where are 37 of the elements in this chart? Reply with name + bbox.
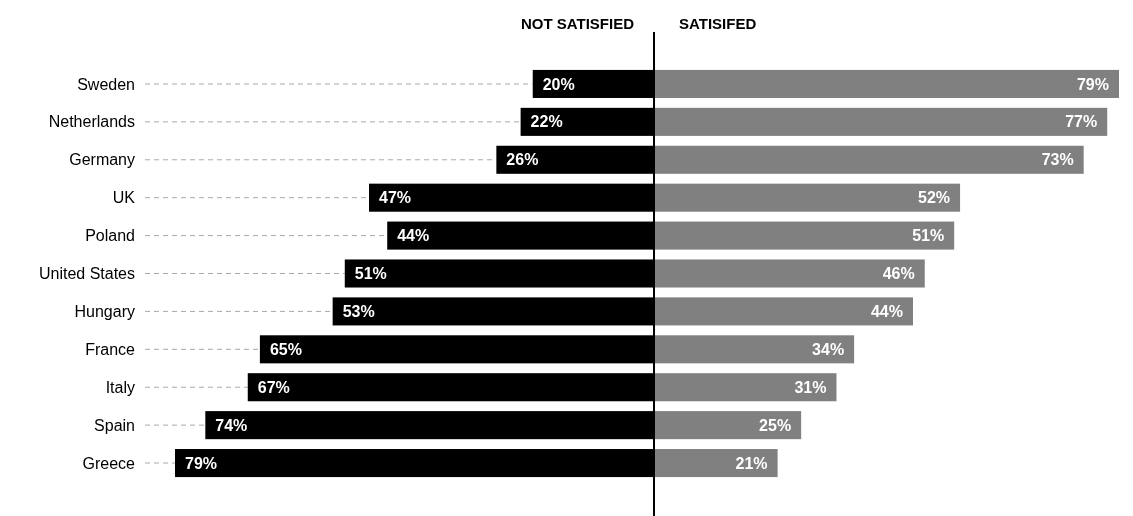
data-label: 67% — [257, 378, 290, 396]
data-label: 44% — [870, 303, 903, 321]
y-tick-label: UK — [112, 189, 136, 207]
data-label: 79% — [1076, 75, 1109, 93]
y-tick-label: Poland — [85, 227, 135, 245]
y-tick-label: France — [85, 340, 136, 358]
data-label: 65% — [269, 340, 302, 358]
chart-title: NOT SATISFIED — [520, 15, 635, 33]
data-label: 73% — [1041, 151, 1074, 169]
data-label: 44% — [397, 227, 430, 245]
chart-title: SATISIFED — [679, 15, 757, 33]
y-tick-label: Germany — [69, 151, 135, 169]
y-tick-label: Spain — [94, 416, 135, 434]
data-label: 20% — [542, 75, 575, 93]
y-tick-label: Netherlands — [48, 113, 135, 131]
data-label: 34% — [812, 340, 845, 358]
data-label: 51% — [912, 227, 945, 245]
y-tick-label: Greece — [82, 454, 136, 472]
data-label: 77% — [1065, 113, 1098, 131]
data-label: 51% — [354, 265, 387, 283]
y-tick-label: United States — [38, 265, 135, 283]
data-label: 31% — [794, 378, 827, 396]
data-label: 26% — [506, 151, 539, 169]
data-label: 53% — [342, 303, 375, 321]
bar — [654, 449, 778, 478]
y-tick-label: Italy — [105, 378, 135, 396]
data-label: 79% — [185, 454, 218, 472]
y-tick-label: Sweden — [77, 75, 135, 93]
data-label: 47% — [379, 189, 412, 207]
data-label: 25% — [759, 416, 792, 434]
bar — [654, 411, 802, 440]
data-label: 52% — [918, 189, 951, 207]
data-label: 22% — [530, 113, 563, 131]
data-label: 46% — [882, 265, 915, 283]
data-label: 74% — [215, 416, 248, 434]
data-label: 21% — [735, 454, 768, 472]
y-tick-label: Hungary — [74, 303, 135, 321]
